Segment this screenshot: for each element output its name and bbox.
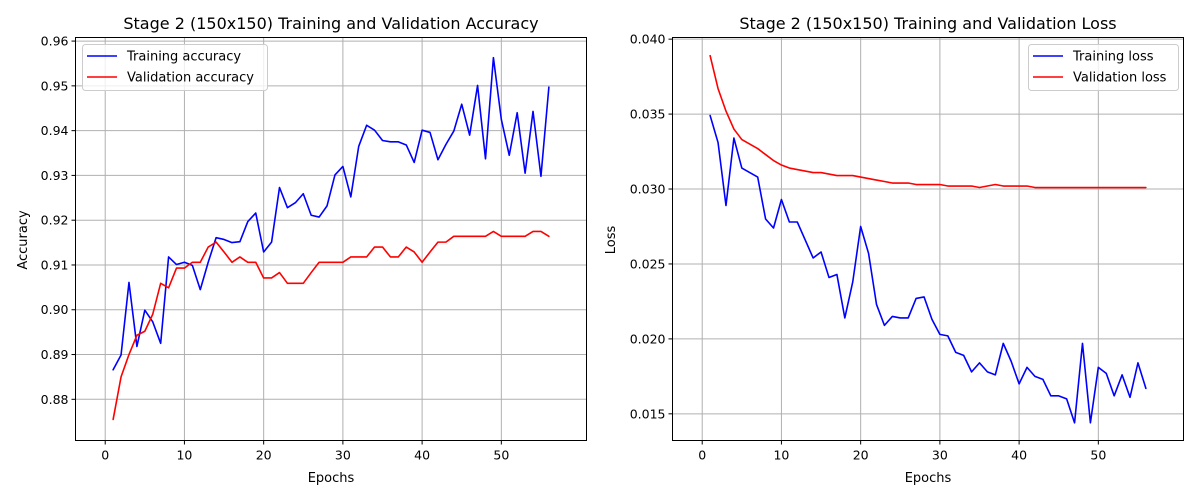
loss-y-tick-label: 0.025	[630, 256, 666, 271]
loss-x-tick-label: 20	[853, 448, 869, 463]
accuracy-chart: Stage 2 (150x150) Training and Validatio…	[16, 14, 587, 486]
accuracy-x-tick-label: 50	[493, 448, 509, 463]
accuracy-plot-frame	[75, 37, 587, 441]
accuracy-tick-labels: 0 10 20 30 40 50 0.88 0.89 0.90 0.91 0.92 0.93 0.94 0…	[41, 34, 510, 463]
loss-chart: Stage 2 (150x150) Training and Validatio…	[604, 14, 1184, 486]
loss-grid	[672, 37, 1184, 441]
loss-plot-frame	[672, 37, 1184, 441]
training-accuracy-line	[112, 56, 550, 371]
loss-legend-box	[1028, 44, 1179, 91]
accuracy-y-tick-label: 0.93	[41, 168, 69, 183]
loss-x-tick-label: 10	[773, 448, 789, 463]
loss-x-tick-label: 0	[698, 448, 706, 463]
accuracy-x-tick-label: 10	[176, 448, 192, 463]
loss-x-axis-label: Epochs	[905, 471, 952, 486]
accuracy-y-tick-label: 0.92	[41, 213, 69, 228]
legend-validation-loss-label: Validation loss	[1073, 71, 1167, 86]
accuracy-y-tick-label: 0.88	[41, 392, 69, 407]
loss-tick-labels: 0 10 20 30 40 50 0.015 0.020 0.025 0.030 0.035 0.04…	[630, 32, 1107, 463]
accuracy-x-tick-label: 0	[101, 448, 109, 463]
accuracy-y-tick-label: 0.91	[41, 257, 69, 272]
accuracy-y-tick-label: 0.94	[41, 123, 69, 138]
legend-training-accuracy-label: Training accuracy	[126, 50, 241, 65]
accuracy-grid	[75, 37, 587, 441]
loss-y-tick-label: 0.020	[630, 331, 666, 346]
accuracy-chart-title: Stage 2 (150x150) Training and Validatio…	[123, 14, 538, 33]
loss-y-tick-label: 0.030	[630, 182, 666, 197]
loss-y-axis-label: Loss	[604, 226, 619, 255]
legend-training-loss-label: Training loss	[1072, 50, 1154, 65]
accuracy-legend-box	[82, 44, 268, 91]
loss-x-tick-label: 50	[1090, 448, 1106, 463]
accuracy-y-tick-label: 0.89	[41, 347, 69, 362]
accuracy-y-tick-label: 0.90	[41, 302, 69, 317]
accuracy-x-axis-label: Epochs	[308, 471, 355, 486]
accuracy-series	[112, 56, 550, 421]
validation-loss-line	[709, 54, 1147, 189]
loss-series	[709, 54, 1147, 424]
loss-chart-title: Stage 2 (150x150) Training and Validatio…	[739, 14, 1116, 33]
accuracy-x-tick-label: 30	[335, 448, 351, 463]
loss-y-tick-label: 0.040	[630, 32, 666, 47]
loss-x-tick-label: 40	[1011, 448, 1027, 463]
validation-accuracy-line	[112, 230, 550, 421]
legend-validation-accuracy-label: Validation accuracy	[127, 71, 254, 86]
accuracy-x-tick-label: 20	[256, 448, 272, 463]
accuracy-y-tick-label: 0.96	[41, 34, 69, 49]
training-loss-line	[709, 114, 1147, 424]
accuracy-legend: Training accuracy Validation accuracy	[82, 44, 268, 91]
accuracy-y-axis-label: Accuracy	[16, 210, 31, 270]
loss-y-tick-label: 0.035	[630, 107, 666, 122]
loss-y-tick-label: 0.015	[630, 406, 666, 421]
accuracy-y-tick-label: 0.95	[41, 78, 69, 93]
accuracy-x-tick-label: 40	[414, 448, 430, 463]
loss-legend: Training loss Validation loss	[1028, 44, 1179, 91]
loss-x-tick-label: 30	[932, 448, 948, 463]
